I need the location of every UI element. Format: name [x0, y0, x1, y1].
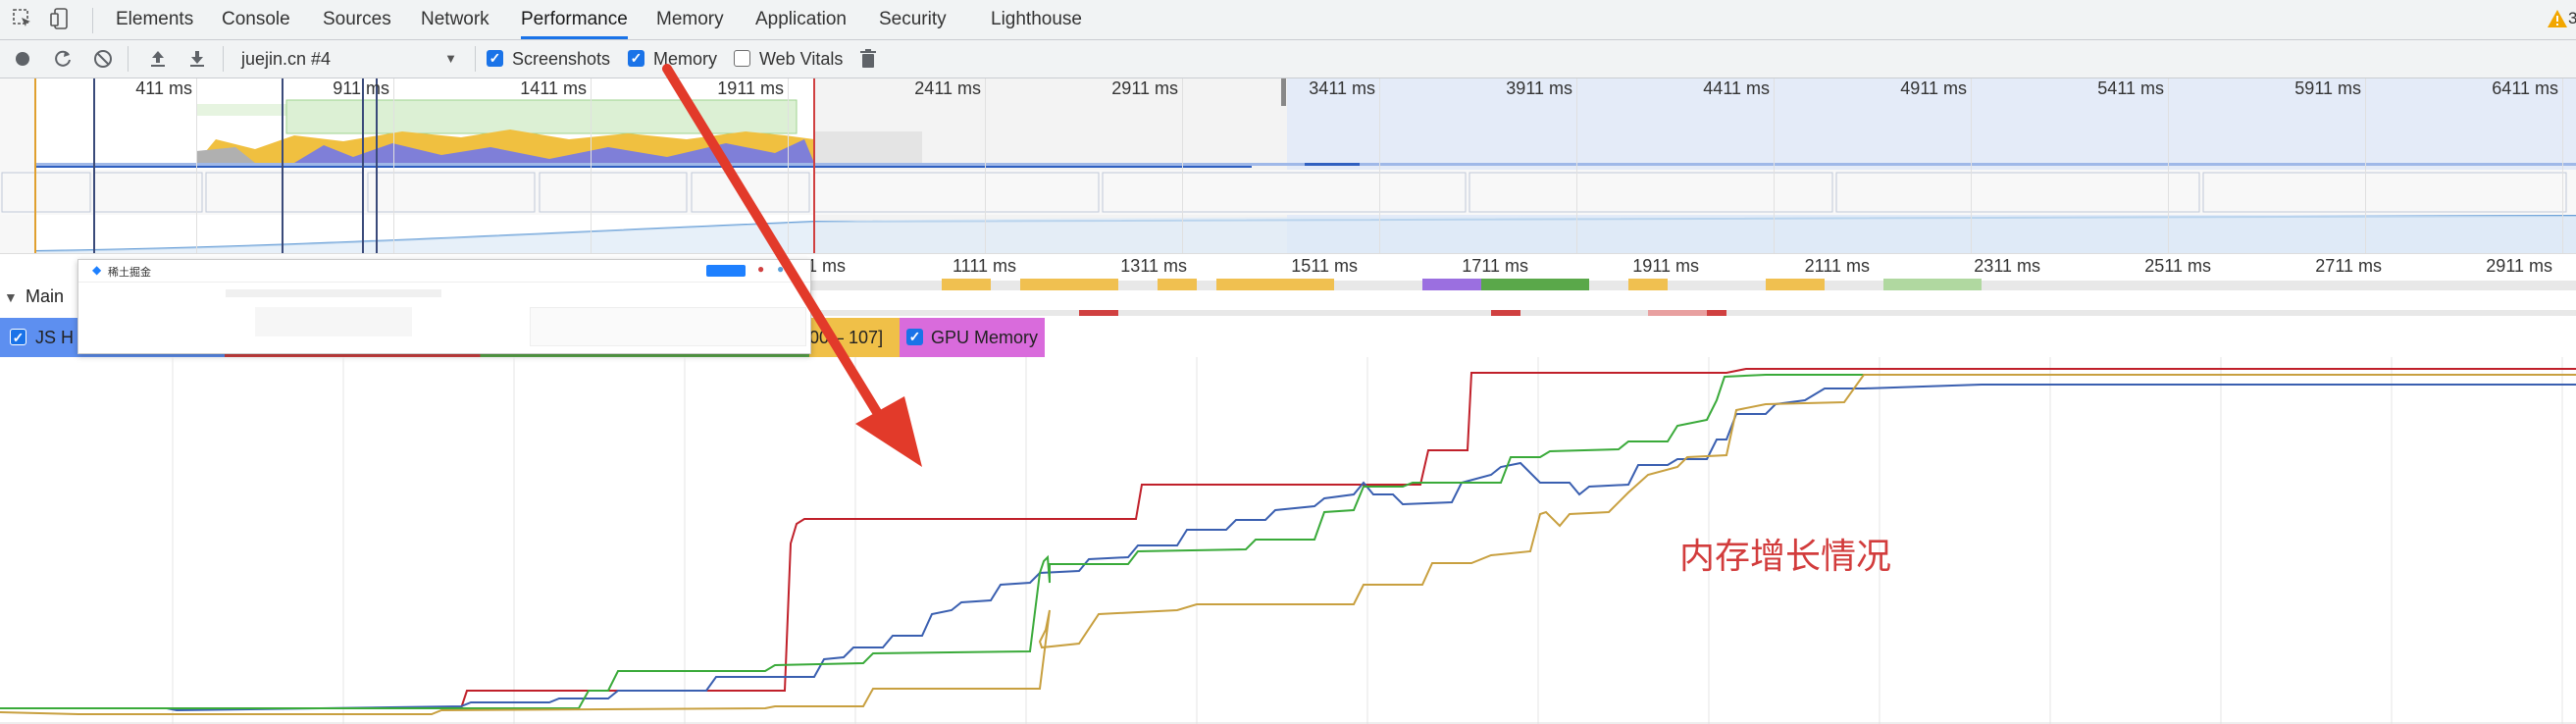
- overview-tick-label: 5411 ms: [2097, 78, 2164, 98]
- main-track-label: Main: [26, 286, 65, 306]
- preview-content-placeholder: [255, 307, 412, 336]
- js-heap-counter[interactable]: JS H: [0, 318, 78, 357]
- tab-application[interactable]: Application: [755, 9, 847, 29]
- overview-gridline: [788, 78, 789, 253]
- warning-badge[interactable]: 3: [2548, 8, 2576, 29]
- tab-sources[interactable]: Sources: [323, 9, 391, 29]
- performance-toolbar: juejin.cn #4 ▼ Screenshots Memory Web Vi…: [0, 40, 2576, 78]
- screenshots-label[interactable]: Screenshots: [512, 49, 611, 69]
- overview-gridline: [1774, 78, 1775, 253]
- overview-tick-label: 6411 ms: [2492, 78, 2558, 98]
- overview-gridline: [985, 78, 986, 253]
- inspect-element-icon[interactable]: [12, 8, 33, 29]
- bell-icon: ●: [757, 262, 765, 276]
- counter-color-strip: [78, 352, 809, 357]
- web-vitals-checkbox[interactable]: [734, 50, 750, 67]
- record-icon[interactable]: [12, 48, 33, 70]
- overview-tick-label: 411 ms: [135, 78, 192, 98]
- toolbar-separator: [128, 46, 129, 72]
- overview-gridline: [1182, 78, 1183, 253]
- memory-label[interactable]: Memory: [653, 49, 718, 69]
- download-profile-icon[interactable]: [186, 48, 208, 70]
- collapse-triangle-icon[interactable]: ▼: [4, 289, 18, 305]
- profile-select[interactable]: juejin.cn #4 ▼: [233, 44, 465, 74]
- flame-tick-label: 1311 ms: [1120, 256, 1187, 276]
- reload-record-icon[interactable]: [52, 48, 74, 70]
- overview-tick-label: 1411 ms: [520, 78, 587, 98]
- tab-performance[interactable]: Performance: [521, 0, 628, 39]
- preview-nav-placeholder: [226, 289, 441, 297]
- overview-tick-label: 1911 ms: [717, 78, 784, 98]
- overview-tick-label: 2911 ms: [1111, 78, 1178, 98]
- flame-tick-label: 1111 ms: [952, 256, 1016, 276]
- tab-elements[interactable]: Elements: [116, 9, 194, 29]
- gpu-memory-counter[interactable]: GPU Memory: [900, 318, 1045, 357]
- preview-button: [706, 265, 746, 277]
- overview-tick-label: 4411 ms: [1703, 78, 1770, 98]
- tab-console[interactable]: Console: [222, 9, 290, 29]
- web-vitals-label[interactable]: Web Vitals: [759, 49, 844, 69]
- flame-tick-label: 1711 ms: [1462, 256, 1528, 276]
- overview-gridline: [2562, 78, 2563, 253]
- tab-network[interactable]: Network: [421, 9, 489, 29]
- flame-tick-label: 2511 ms: [2144, 256, 2211, 276]
- avatar: ●: [777, 262, 785, 276]
- gpu-memory-label: GPU Memory: [931, 328, 1039, 347]
- tab-security[interactable]: Security: [879, 9, 947, 29]
- device-toolbar-icon[interactable]: [49, 8, 71, 29]
- memory-checkbox[interactable]: [628, 50, 644, 67]
- tab-lighthouse[interactable]: Lighthouse: [991, 9, 1082, 29]
- overview-gridline: [2365, 78, 2366, 253]
- overview-tick-label: 911 ms: [333, 78, 389, 98]
- js-heap-series-line: [0, 384, 2576, 712]
- gpu-memory-checkbox[interactable]: [906, 329, 923, 345]
- flame-tick-label: 2711 ms: [2315, 256, 2382, 276]
- overview-graphics: [0, 78, 2576, 253]
- flame-tick-label: 2911 ms: [2486, 256, 2552, 276]
- toolbar-separator: [223, 46, 224, 72]
- chevron-down-icon: ▼: [444, 51, 457, 66]
- nodes-series-line: [0, 374, 2576, 709]
- overview-gridline: [1971, 78, 1972, 253]
- flame-tick-label: 2311 ms: [1974, 256, 2040, 276]
- warning-count: 3: [2568, 9, 2576, 27]
- overview-tick-label: 5911 ms: [2294, 78, 2361, 98]
- overview-tick-label: 3411 ms: [1309, 78, 1375, 98]
- overview-gridline: [1379, 78, 1380, 253]
- preview-header: ◆ 稀土掘金 ● ●: [78, 260, 810, 283]
- tab-memory[interactable]: Memory: [656, 9, 724, 29]
- trash-icon[interactable]: [857, 48, 879, 70]
- preview-site-name: 稀土掘金: [108, 267, 151, 279]
- overview-gridline: [393, 78, 394, 253]
- memory-counter-chart: [0, 357, 2576, 724]
- flame-tick-label: 1511 ms: [1291, 256, 1358, 276]
- upload-profile-icon[interactable]: [147, 48, 169, 70]
- preview-sidebar-card: [530, 307, 806, 346]
- overview-gridline: [1576, 78, 1577, 253]
- devtools-tabbar: Elements Console Sources Network Perform…: [0, 0, 2576, 40]
- profile-select-value: juejin.cn #4: [241, 49, 332, 69]
- js-heap-checkbox[interactable]: [10, 329, 26, 345]
- screenshot-preview: ◆ 稀土掘金 ● ●: [77, 259, 811, 354]
- overview-gridline: [591, 78, 592, 253]
- timeline-overview[interactable]: 411 ms 911 ms 1411 ms 1911 ms 2411 ms 2911 ms…: [0, 78, 2576, 253]
- juejin-logo-icon: ◆: [92, 263, 102, 277]
- overview-gridline: [196, 78, 197, 253]
- overview-tick-label: 4911 ms: [1900, 78, 1967, 98]
- screenshots-checkbox[interactable]: [487, 50, 503, 67]
- js-heap-label: JS H: [35, 328, 75, 347]
- listeners-series-line: [0, 374, 2576, 715]
- clear-icon[interactable]: [92, 48, 114, 70]
- flame-tick-label: 2111 ms: [1804, 256, 1870, 276]
- main-track-graphics: [810, 279, 2576, 316]
- tab-separator: [92, 8, 93, 33]
- overview-gridline: [2168, 78, 2169, 253]
- overview-tick-label: 2411 ms: [914, 78, 981, 98]
- flame-tick-label: 1911 ms: [1632, 256, 1699, 276]
- annotation-arrow-icon: [662, 64, 922, 467]
- toolbar-separator: [475, 46, 476, 72]
- overview-tick-label: 3911 ms: [1506, 78, 1572, 98]
- annotation-text: 内存增长情况: [1679, 537, 1892, 577]
